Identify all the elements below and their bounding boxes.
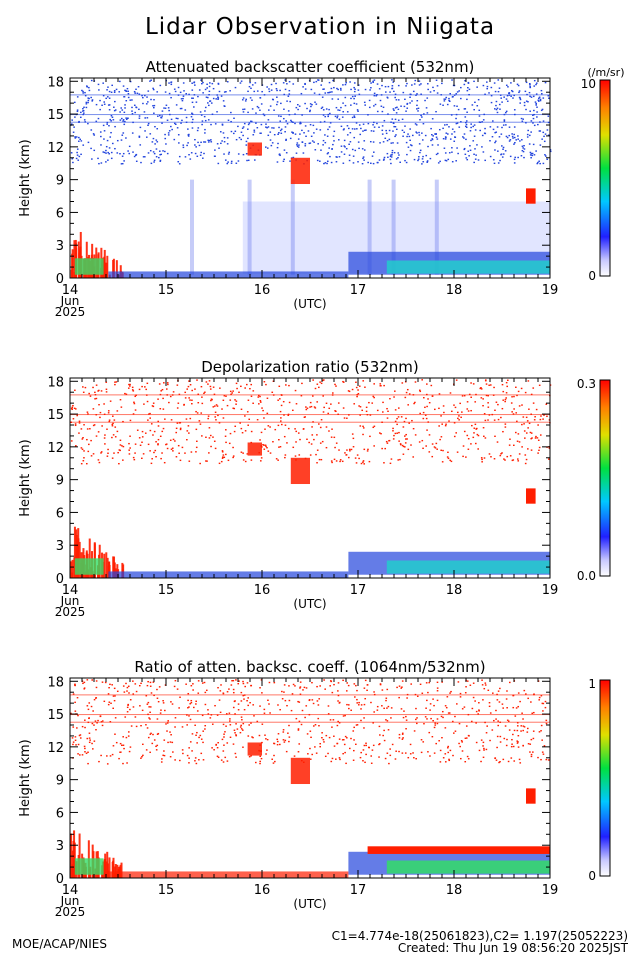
y-tick-label: 0 xyxy=(56,572,64,587)
y-tick-label: 3 xyxy=(56,539,64,554)
organization-label: MOE/ACAP/NIES xyxy=(12,937,108,951)
y-tick-label: 18 xyxy=(47,375,64,390)
y-tick-label: 9 xyxy=(56,474,64,489)
x-start-month: Jun xyxy=(60,294,80,308)
x-axis-label: (UTC) xyxy=(293,597,326,611)
x-start-year: 2025 xyxy=(55,605,86,619)
x-tick-label: 19 xyxy=(542,283,559,298)
y-tick-label: 18 xyxy=(47,75,64,90)
y-tick-label: 12 xyxy=(47,441,64,456)
x-start-year: 2025 xyxy=(55,305,86,319)
x-axis-label: (UTC) xyxy=(293,297,326,311)
y-tick-label: 0 xyxy=(56,872,64,887)
colorbar-gradient xyxy=(599,679,611,877)
page-title: Lidar Observation in Niigata xyxy=(144,14,496,40)
colorbar-min-label: 0 xyxy=(588,269,596,283)
panel-1: Attenuated backscatter coefficient (532n… xyxy=(18,58,624,319)
y-axis-label: Height (km) xyxy=(18,139,33,216)
panel-title: Depolarization ratio (532nm) xyxy=(201,358,419,376)
y-tick-label: 3 xyxy=(56,839,64,854)
x-tick-label: 15 xyxy=(158,283,175,298)
colorbar-gradient xyxy=(599,79,611,277)
x-tick-label: 18 xyxy=(446,883,463,898)
y-tick-label: 6 xyxy=(56,506,64,521)
colorbar-max-label: 1 xyxy=(588,677,596,691)
y-tick-label: 15 xyxy=(47,108,64,123)
x-tick-label: 19 xyxy=(542,583,559,598)
heatmap-field xyxy=(70,679,550,878)
calibration-info: C1=4.774e-18(25061823),C2= 1.197(2505222… xyxy=(331,929,628,943)
y-tick-label: 12 xyxy=(47,141,64,156)
y-tick-label: 9 xyxy=(56,174,64,189)
colorbar-min-label: 0 xyxy=(588,869,596,883)
y-tick-label: 9 xyxy=(56,774,64,789)
panel-title: Attenuated backscatter coefficient (532n… xyxy=(146,58,475,76)
y-tick-label: 15 xyxy=(47,708,64,723)
x-tick-label: 16 xyxy=(254,283,271,298)
x-tick-label: 14 xyxy=(62,883,79,898)
x-tick-label: 15 xyxy=(158,883,175,898)
y-tick-label: 15 xyxy=(47,408,64,423)
x-start-month: Jun xyxy=(60,594,80,608)
panel-title: Ratio of atten. backsc. coeff. (1064nm/5… xyxy=(134,658,485,676)
colorbar-unit: (/m/sr) xyxy=(588,66,625,79)
y-tick-label: 6 xyxy=(56,206,64,221)
colorbar: 10 0 (/m/sr) xyxy=(581,66,625,283)
colorbar-max-label: 0.3 xyxy=(577,377,596,391)
x-tick-label: 14 xyxy=(62,583,79,598)
panel-2: Depolarization ratio (532nm) 14 15 16 17 18 19… xyxy=(18,358,611,619)
heatmap-field xyxy=(70,79,552,278)
y-axis: 0 3 6 9 12 15 18 Height (km) xyxy=(18,675,550,887)
x-tick-label: 16 xyxy=(254,883,271,898)
y-tick-label: 12 xyxy=(47,741,64,756)
y-tick-label: 0 xyxy=(56,272,64,287)
y-axis-label: Height (km) xyxy=(18,739,33,816)
x-axis-label: (UTC) xyxy=(293,897,326,911)
y-axis-label: Height (km) xyxy=(18,439,33,516)
heatmap-field xyxy=(70,379,552,578)
x-start-month: Jun xyxy=(60,894,80,908)
colorbar: 0.3 0.0 xyxy=(577,377,611,583)
x-tick-label: 19 xyxy=(542,883,559,898)
colorbar: 10 xyxy=(588,677,611,883)
created-timestamp: Created: Thu Jun 19 08:56:20 2025JST xyxy=(397,941,628,955)
x-start-year: 2025 xyxy=(55,905,86,919)
x-tick-label: 17 xyxy=(350,883,367,898)
x-tick-label: 18 xyxy=(446,283,463,298)
x-tick-label: 18 xyxy=(446,583,463,598)
colorbar-min-label: 0.0 xyxy=(577,569,596,583)
panel-3: Ratio of atten. backsc. coeff. (1064nm/5… xyxy=(18,658,611,919)
y-axis: 0 3 6 9 12 15 18 Height (km) xyxy=(18,75,550,287)
y-tick-label: 18 xyxy=(47,675,64,690)
x-tick-label: 16 xyxy=(254,583,271,598)
colorbar-gradient xyxy=(599,379,611,577)
y-tick-label: 3 xyxy=(56,239,64,254)
x-tick-label: 14 xyxy=(62,283,79,298)
y-tick-label: 6 xyxy=(56,806,64,821)
y-axis: 0 3 6 9 12 15 18 Height (km) xyxy=(18,375,550,587)
x-tick-label: 17 xyxy=(350,283,367,298)
x-tick-label: 17 xyxy=(350,583,367,598)
x-tick-label: 15 xyxy=(158,583,175,598)
colorbar-max-label: 10 xyxy=(581,77,596,91)
